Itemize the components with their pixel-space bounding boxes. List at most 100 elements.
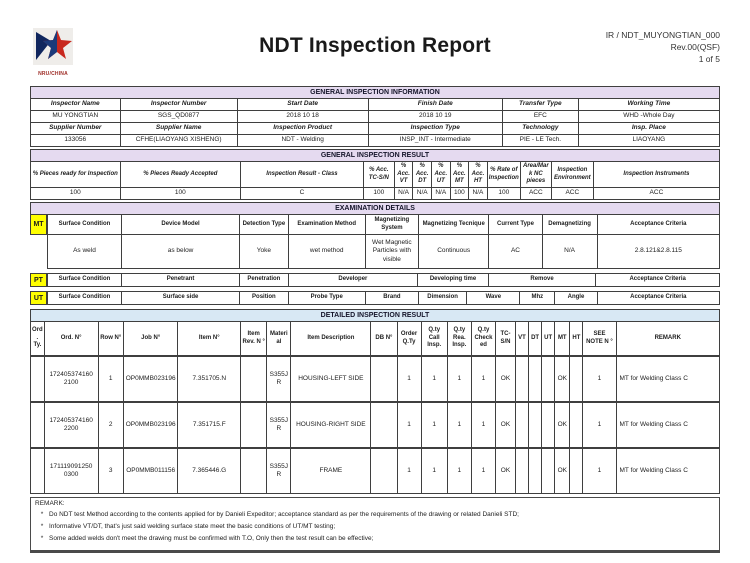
cell: Area/Mark NC pieces xyxy=(519,161,552,188)
cell xyxy=(528,447,543,494)
table-row: 172405374160 2200 2 OP0MMB023196 7.351715.F… xyxy=(30,401,720,449)
remark-label: REMARK: xyxy=(35,500,65,507)
doc-ref-number: IR / NDT_MUYONGTIAN_000 xyxy=(605,30,720,40)
table-row: Inspector Name Inspector Number Start Date… xyxy=(30,98,721,111)
cell: 172405374160 2200 xyxy=(43,401,99,449)
cell: % Acc. TC-S/N xyxy=(362,161,395,188)
cell: 1 xyxy=(470,355,497,403)
cell: Surface Condition xyxy=(47,214,122,235)
remark-footer: REMARK: * Do NDT test Method according t… xyxy=(30,497,720,554)
cell xyxy=(370,401,398,449)
cell: Inspection Product xyxy=(236,122,369,135)
cell: 1 xyxy=(97,355,124,403)
cell: 3 xyxy=(97,447,124,494)
cell: Mhz xyxy=(519,291,556,305)
cell: OK xyxy=(554,447,571,494)
table-row: Surface Condition Surface side Position Pro… xyxy=(47,291,721,305)
cell: MU YONGTIAN xyxy=(30,110,121,123)
cell: 1 xyxy=(470,447,497,494)
cell: 1 xyxy=(446,355,472,403)
cell xyxy=(528,355,543,403)
cell: % Pieces ready for Inspection xyxy=(30,161,121,188)
cell: Acceptance Criteria xyxy=(595,273,720,287)
cell: 1 xyxy=(396,355,422,403)
table-row: 133056 CFHE(LIAOYANG XISHENG) NDT - Weldin… xyxy=(30,134,721,147)
cell: OK xyxy=(554,401,571,449)
section-detailed-result: DETAILED INSPECTION RESULT Ord . Ty. Ord.… xyxy=(30,309,720,494)
pt-badge: PT xyxy=(30,273,47,287)
cell: 100 xyxy=(30,187,121,200)
cell: Angle xyxy=(554,291,598,305)
general-info-table: Inspector Name Inspector Number Start Date… xyxy=(30,98,721,147)
cell: UT xyxy=(541,321,556,357)
cell: Technology xyxy=(501,122,579,135)
cell xyxy=(541,401,556,449)
cell: Developer xyxy=(287,273,419,287)
section-title-examination: EXAMINATION DETAILS xyxy=(30,202,720,214)
cell: ACC xyxy=(519,187,552,200)
document-reference: IR / NDT_MUYONGTIAN_000 Rev.00(QSF) 1 of… xyxy=(606,30,720,66)
cell: Supplier Number xyxy=(30,122,121,135)
cell: Job N° xyxy=(122,321,179,357)
cell: Supplier Name xyxy=(119,122,238,135)
cell: MT for Welding Class C xyxy=(615,447,720,494)
cell: % Acc. UT xyxy=(430,161,451,188)
cell: 1 xyxy=(582,447,617,494)
cell: LIAOYANG xyxy=(577,134,721,147)
cell: N/A xyxy=(393,187,414,200)
cell: 100 xyxy=(119,187,242,200)
section-title-general-info: GENERAL INSPECTION INFORMATION xyxy=(30,86,720,98)
cell xyxy=(240,447,268,494)
examination-pt-block: PT Surface Condition Penetrant Penetration… xyxy=(30,273,720,287)
section-general-result: GENERAL INSPECTION RESULT % Pieces ready… xyxy=(30,149,721,200)
cell: 2018 10 18 xyxy=(236,110,369,123)
page-title: NDT Inspection Report xyxy=(259,34,491,57)
table-row: Ord . Ty. Ord. N° Row N° Job N° Item N° Item … xyxy=(30,321,720,357)
cell: Insp. Place xyxy=(577,122,721,135)
cell: Item Description xyxy=(290,321,372,357)
examination-ut-block: UT Surface Condition Surface side Position… xyxy=(30,291,721,305)
cell: % Acc. DT xyxy=(412,161,432,188)
cell: Brand xyxy=(364,291,419,305)
cell: Item Rev. N ° xyxy=(240,321,268,357)
cell: Inspector Name xyxy=(30,98,121,111)
examination-mt-block: MT Surface Condition Device Model Detectio… xyxy=(30,214,721,269)
cell: as below xyxy=(120,234,241,269)
cell xyxy=(514,447,530,494)
mt-badge: MT xyxy=(30,214,47,235)
cell: HT xyxy=(569,321,584,357)
ut-badge: UT xyxy=(30,291,47,305)
cell: % Acc. MT xyxy=(449,161,470,188)
cell: Inspector Number xyxy=(119,98,238,111)
cell: INSP_INT - Intermediate xyxy=(367,134,503,147)
cell: 171119091250 0300 xyxy=(43,447,99,494)
cell: S355JR xyxy=(266,447,292,494)
cell: OP0MMB023196 xyxy=(122,355,179,403)
cell: Inspection Result - Class xyxy=(240,161,364,188)
cell: Finish Date xyxy=(367,98,503,111)
cell xyxy=(514,355,530,403)
cell: PIE - LE Tech. xyxy=(501,134,579,147)
cell: OK xyxy=(495,355,516,403)
cell xyxy=(240,401,268,449)
table-row: 171119091250 0300 3 OP0MMB011156 7.365446.G… xyxy=(30,447,720,494)
remark-note-text: Informative VT/DT, that's just said weld… xyxy=(49,523,336,531)
cell: 2018 10 19 xyxy=(367,110,503,123)
cell: OK xyxy=(554,355,571,403)
cell xyxy=(528,401,543,449)
table-row: MU YONGTIAN SGS_QD0877 2018 10 18 2018 10 1… xyxy=(30,110,721,123)
cell: 1 xyxy=(446,447,472,494)
cell: Current Type xyxy=(488,214,543,235)
pt-table: Surface Condition Penetrant Penetration Dev… xyxy=(47,273,720,287)
cell: Penetrant xyxy=(120,273,241,287)
cell: Transfer Type xyxy=(501,98,579,111)
cell: Wet Magnetic Particles with visible xyxy=(364,234,419,269)
cell: OP0MMB011156 xyxy=(122,447,179,494)
cell: WHD -Whole Day xyxy=(577,110,721,123)
table-row: 172405374160 2100 1 OP0MMB023196 7.351705.N… xyxy=(30,355,720,403)
cell: Q.ty Rea. Insp. xyxy=(446,321,472,357)
section-general-info: GENERAL INSPECTION INFORMATION Inspector… xyxy=(30,86,721,147)
cell: 1 xyxy=(396,401,422,449)
cell: As weld xyxy=(47,234,122,269)
